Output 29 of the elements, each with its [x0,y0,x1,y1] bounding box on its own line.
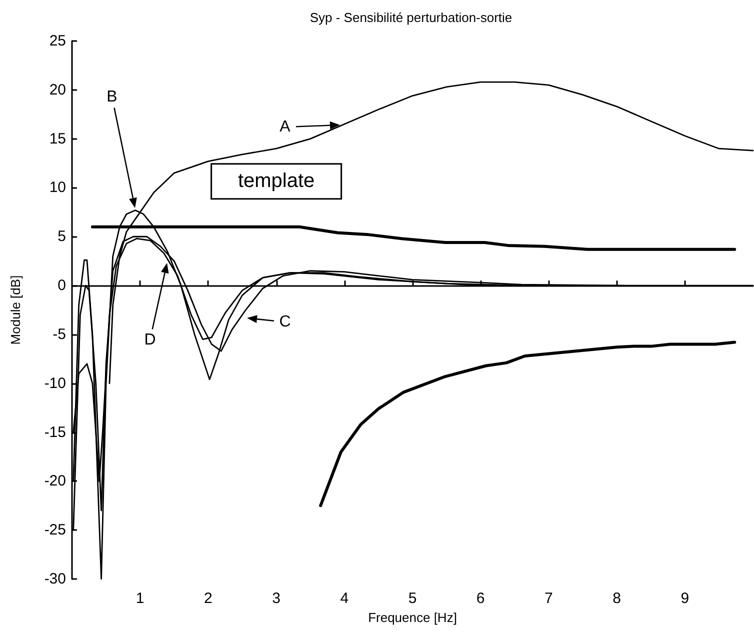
y-tick-label: 0 [58,277,66,294]
x-tick-label: 7 [544,590,553,607]
x-tick-label: 9 [680,590,690,607]
y-tick-label: 10 [49,179,66,196]
y-tick-label: 25 [49,32,66,50]
x-tick-label: 4 [340,590,349,607]
x-tick-label: 2 [204,590,212,607]
x-tick-label: 1 [136,590,144,607]
y-tick-label: 20 [49,81,66,98]
y-tick-label: -20 [44,472,66,490]
y-tick-label: -15 [44,424,66,441]
x-tick-label: 8 [612,590,621,607]
chart-title: Syp - Sensibilité perturbation-sortie [310,10,512,25]
y-tick-label: -10 [44,374,66,392]
y-axis-title: Module [dB] [8,275,23,345]
x-tick-label: 5 [408,590,417,607]
y-tick-label: 15 [49,130,66,148]
annotation: template [238,170,315,192]
x-tick-label: 6 [476,590,485,607]
annotation: A [280,118,291,136]
y-tick-label: -30 [44,570,66,588]
annotation: B [106,88,118,106]
x-axis-title: Frequence [Hz] [368,610,457,625]
x-tick-label: 3 [272,590,280,607]
annotation: D [144,332,156,348]
y-tick-label: -25 [44,522,66,539]
y-tick-label: -5 [52,326,66,343]
y-tick-label: 5 [58,228,66,246]
annotation: C [279,314,291,330]
